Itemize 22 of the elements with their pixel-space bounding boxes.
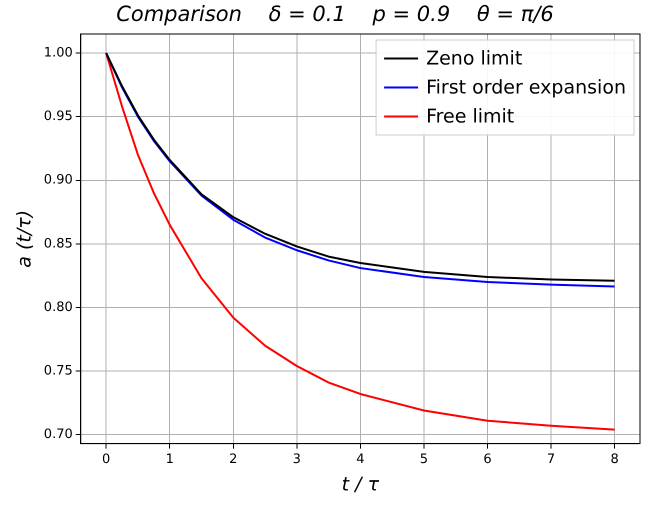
x-tick-label: 4 — [356, 452, 365, 467]
y-tick-label: 1.00 — [44, 45, 73, 60]
x-axis-title: t / τ — [342, 474, 380, 496]
y-tick-label: 0.70 — [44, 427, 73, 442]
legend-label: Free limit — [426, 105, 514, 128]
y-axis-title: a (t/τ) — [13, 210, 36, 268]
y-tick-label: 0.95 — [44, 109, 73, 124]
chart-title: Comparison δ = 0.1 p = 0.9 θ = π/6 — [115, 2, 555, 26]
y-tick-label: 0.80 — [44, 300, 73, 315]
y-tick-label: 0.85 — [44, 236, 73, 252]
legend-label: Zeno limit — [426, 47, 522, 70]
x-tick-label: 5 — [420, 452, 428, 467]
x-tick-label: 3 — [292, 452, 301, 467]
x-tick-label: 8 — [610, 452, 619, 467]
x-tick-label: 7 — [546, 452, 556, 467]
legend-label: First order expansion — [426, 76, 626, 98]
x-tick-label: 0 — [102, 452, 110, 467]
y-tick-label: 0.75 — [44, 363, 73, 378]
x-tick-label: 6 — [483, 452, 492, 467]
x-tick-label: 2 — [229, 452, 238, 467]
x-tick-label: 1 — [166, 452, 174, 467]
y-tick-label: 0.90 — [44, 172, 73, 188]
